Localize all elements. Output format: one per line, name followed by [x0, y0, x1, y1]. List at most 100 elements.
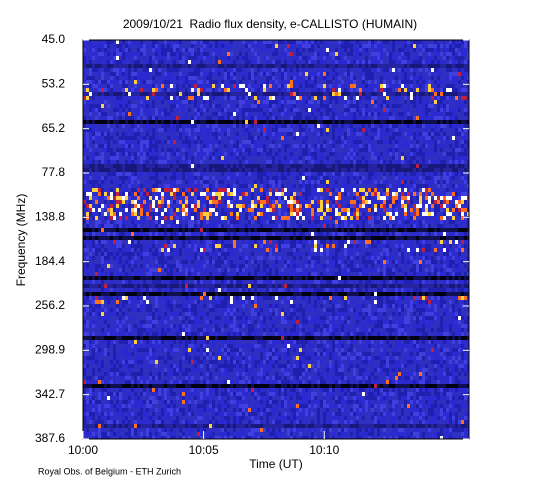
spectrogram-cell [212, 172, 215, 176]
spectrogram-cell [98, 84, 101, 88]
spectrogram-cell [134, 48, 137, 52]
spectrogram-cell [98, 168, 101, 172]
spectrogram-cell [224, 80, 227, 84]
spectrogram-cell [251, 72, 254, 76]
spectrogram-cell [362, 128, 365, 132]
spectrogram-cell [206, 80, 209, 84]
spectrogram-cell [164, 100, 167, 104]
spectrogram-cell [284, 84, 287, 88]
spectrogram-cell [431, 64, 434, 68]
spectrogram-cell [233, 116, 236, 120]
spectrogram-cell [110, 52, 113, 56]
spectrogram-cell [362, 156, 365, 160]
spectrogram-cell [464, 184, 467, 188]
spectrogram-cell [203, 164, 206, 168]
spectrogram-cell [440, 140, 443, 144]
spectrogram-cell [440, 64, 443, 68]
spectrogram-cell [401, 148, 404, 152]
spectrogram-cell [308, 148, 311, 152]
spectrogram-cell [326, 64, 329, 68]
spectrogram-cell [422, 136, 425, 140]
spectrogram-cell [392, 116, 395, 120]
spectrogram-cell [458, 84, 461, 88]
spectrogram-cell [449, 164, 452, 168]
spectrogram-cell [134, 148, 137, 152]
spectrogram-cell [311, 136, 314, 140]
spectrogram-cell [113, 64, 116, 68]
spectrogram-cell [257, 184, 260, 188]
spectrogram-cell [368, 172, 371, 176]
spectrogram-cell [266, 144, 269, 148]
spectrogram-cell [365, 60, 368, 64]
spectrogram-cell [290, 100, 293, 104]
spectrogram-cell [218, 52, 221, 56]
spectrogram-cell [395, 124, 398, 128]
spectrogram-cell [356, 96, 359, 100]
spectrogram-cell [134, 192, 137, 196]
spectrogram-cell [248, 120, 251, 124]
spectrogram-cell [338, 68, 341, 72]
spectrogram-cell [443, 172, 446, 176]
spectrogram-cell [368, 164, 371, 168]
spectrogram-cell [425, 140, 428, 144]
spectrogram-cell [164, 56, 167, 60]
spectrogram-cell [101, 56, 104, 60]
spectrogram-cell [209, 48, 212, 52]
spectrogram-cell [215, 188, 218, 192]
spectrogram-cell [242, 152, 245, 156]
spectrogram-cell [338, 72, 341, 76]
spectrogram-cell [272, 96, 275, 100]
spectrogram-cell [131, 152, 134, 156]
spectrogram-cell [305, 132, 308, 136]
spectrogram-cell [110, 184, 113, 188]
spectrogram-cell [86, 76, 89, 80]
spectrogram-cell [293, 156, 296, 160]
spectrogram-cell [344, 68, 347, 72]
spectrogram-cell [122, 156, 125, 160]
spectrogram-cell [350, 40, 353, 44]
spectrogram-cell [458, 76, 461, 80]
spectrogram-cell [458, 88, 461, 92]
spectrogram-cell [92, 48, 95, 52]
spectrogram-cell [452, 60, 455, 64]
spectrogram-cell [311, 44, 314, 48]
spectrogram-cell [461, 96, 464, 100]
spectrogram-cell [386, 112, 389, 116]
spectrogram-cell [278, 100, 281, 104]
spectrogram-cell [290, 40, 293, 44]
spectrogram-cell [416, 132, 419, 136]
spectrogram-cell [128, 120, 131, 124]
spectrogram-cell [455, 52, 458, 56]
spectrogram-cell [95, 76, 98, 80]
spectrogram-cell [143, 168, 146, 172]
spectrogram-cell [149, 112, 152, 116]
spectrogram-cell [227, 156, 230, 160]
spectrogram-cell [437, 52, 440, 56]
spectrogram-cell [197, 68, 200, 72]
spectrogram-cell [407, 44, 410, 48]
spectrogram-cell [125, 144, 128, 148]
spectrogram-cell [188, 92, 191, 96]
spectrogram-cell [380, 84, 383, 88]
spectrogram-cell [155, 160, 158, 164]
spectrogram-cell [311, 160, 314, 164]
spectrogram-cell [227, 148, 230, 152]
spectrogram-cell [377, 72, 380, 76]
spectrogram-cell [326, 84, 329, 88]
spectrogram-cell [185, 172, 188, 176]
spectrogram-cell [278, 44, 281, 48]
spectrogram-cell [182, 100, 185, 104]
spectrogram-cell [227, 128, 230, 132]
spectrogram-cell [425, 108, 428, 112]
spectrogram-cell [362, 84, 365, 88]
spectrogram-cell [281, 168, 284, 172]
spectrogram-cell [425, 88, 428, 92]
spectrogram-cell [365, 72, 368, 76]
spectrogram-cell [431, 184, 434, 188]
spectrogram-cell [383, 60, 386, 64]
spectrogram-cell [215, 104, 218, 108]
spectrogram-cell [176, 88, 179, 92]
spectrogram-cell [311, 72, 314, 76]
spectrogram-cell [218, 80, 221, 84]
spectrogram-cell [428, 176, 431, 180]
